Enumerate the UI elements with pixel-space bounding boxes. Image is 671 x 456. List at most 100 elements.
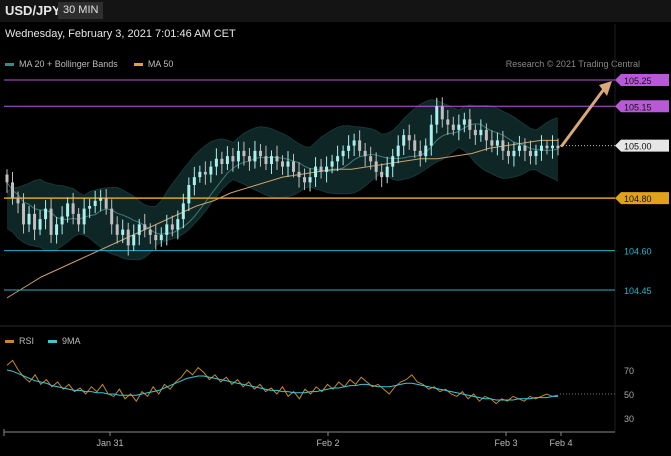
- candle-body: [402, 135, 406, 146]
- candle-body: [5, 174, 9, 183]
- candle-body: [490, 140, 494, 146]
- candle-body: [104, 198, 108, 209]
- candle-body: [187, 185, 191, 204]
- candle-body: [495, 140, 499, 146]
- price-legend: MA 20 + Bollinger Bands MA 50: [5, 59, 173, 69]
- chart-datetime: Wednesday, February 3, 2021 7:01:46 AM C…: [5, 28, 236, 40]
- time-tick-label-3: Feb 4: [549, 438, 572, 448]
- ma50-swatch: [133, 62, 143, 66]
- candle-body: [424, 145, 428, 157]
- candle-body: [115, 224, 119, 235]
- candle-body: [44, 208, 48, 220]
- candle-body: [451, 124, 455, 130]
- price-tag-2: [615, 139, 669, 152]
- candle-body: [413, 140, 417, 151]
- candle-body: [501, 140, 505, 151]
- candle-body: [528, 150, 532, 157]
- candle-body: [192, 177, 196, 185]
- candle-body: [38, 219, 42, 230]
- candle-body: [506, 150, 510, 157]
- candle-body: [303, 177, 307, 183]
- candle-body: [99, 198, 103, 201]
- candle-body: [407, 135, 411, 141]
- candle-body: [264, 156, 268, 164]
- candle-body: [148, 229, 152, 235]
- candle-body: [88, 206, 92, 209]
- timeframe-button[interactable]: 30 MIN: [58, 2, 104, 19]
- price-tag-label-3: 104.80: [624, 194, 652, 204]
- candle-body: [71, 203, 75, 214]
- candle-body: [231, 156, 235, 162]
- candle-body: [82, 208, 86, 225]
- rsi-tick-50: 50: [624, 390, 634, 400]
- candle-body: [214, 158, 218, 167]
- rsi-line: [6, 359, 559, 405]
- candle-body: [198, 171, 202, 178]
- candle-body: [49, 208, 53, 235]
- candle-body: [275, 156, 279, 162]
- forecast-arrow-head: [599, 81, 612, 96]
- candle-body: [468, 119, 472, 130]
- rsi-swatch: [5, 339, 14, 343]
- candle-body: [66, 203, 70, 217]
- price-tag-0: [615, 74, 669, 86]
- price-label-5: 104.45: [624, 286, 652, 296]
- candle-body: [110, 208, 114, 225]
- candle-body: [396, 145, 400, 157]
- candle-body: [203, 171, 207, 175]
- ma50-legend-label: MA 50: [147, 59, 174, 69]
- price-tag-label-2: 105.00: [624, 142, 652, 152]
- candle-body: [286, 161, 290, 167]
- candle-body: [352, 140, 356, 146]
- time-tick-label-0: Jan 31: [96, 438, 123, 448]
- candle-body: [242, 150, 246, 157]
- candle-body: [22, 203, 26, 225]
- chart-header: USD/JPY 30 MIN: [0, 0, 671, 22]
- candle-body: [363, 150, 367, 157]
- candle-body: [154, 234, 158, 241]
- rsi-legend-label: RSI: [19, 336, 35, 346]
- candle-body: [253, 150, 257, 162]
- candle-body: [479, 129, 483, 136]
- ma20-legend-label: MA 20 + Bollinger Bands: [19, 59, 118, 69]
- candle-body: [220, 158, 224, 164]
- candle-body: [512, 150, 516, 157]
- candle-body: [385, 166, 389, 178]
- candle-body: [484, 129, 488, 141]
- candle-body: [77, 213, 81, 225]
- candle-body: [556, 145, 560, 149]
- rsi-ma-line: [6, 369, 558, 401]
- candle-body: [11, 182, 15, 199]
- price-tag-3: [615, 192, 669, 205]
- candle-body: [380, 171, 384, 178]
- candle-body: [330, 161, 334, 167]
- candle-body: [247, 156, 251, 162]
- currency-pair-title: USD/JPY: [5, 3, 61, 18]
- candle-body: [225, 156, 229, 164]
- rsi-tick-70: 70: [624, 366, 634, 376]
- candle-body: [539, 145, 543, 151]
- candle-body: [236, 150, 240, 162]
- candle-body: [165, 224, 169, 235]
- candle-body: [391, 156, 395, 167]
- candle-body: [440, 106, 444, 120]
- candle-body: [429, 124, 433, 146]
- candle-body: [374, 161, 378, 172]
- candle-body: [269, 156, 273, 164]
- candle-body: [121, 229, 125, 235]
- candle-body: [457, 124, 461, 130]
- candle-body: [369, 156, 373, 162]
- time-tick-label-2: Feb 3: [494, 438, 517, 448]
- candle-body: [319, 166, 323, 172]
- candle-body: [336, 156, 340, 162]
- candle-body: [347, 145, 351, 151]
- candle-body: [473, 129, 477, 136]
- candle-body: [33, 213, 37, 230]
- candle-body: [126, 229, 130, 246]
- ma20-swatch: [5, 62, 14, 66]
- candle-body: [55, 224, 59, 235]
- copyright-credit: Research © 2021 Trading Central: [505, 59, 640, 69]
- rsi-ma-legend-label: 9MA: [62, 336, 81, 346]
- candle-body: [308, 177, 312, 183]
